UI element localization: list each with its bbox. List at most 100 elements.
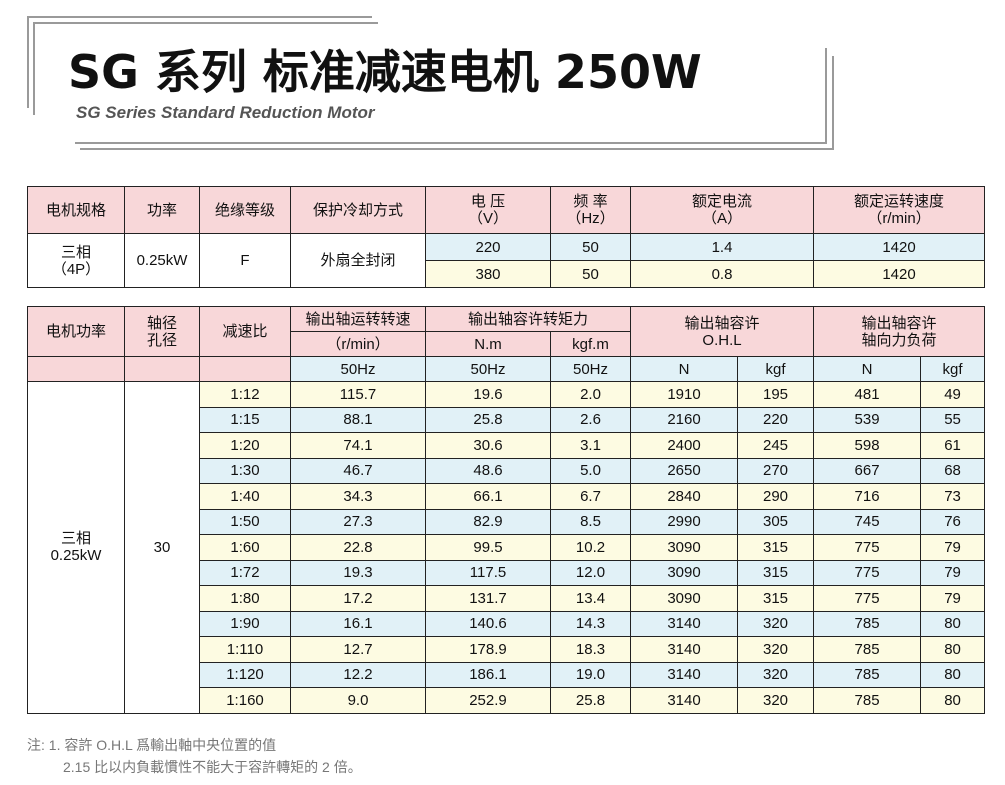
table-cell: 305 — [737, 508, 815, 535]
table-cell: 2840 — [630, 483, 739, 510]
table-cell: 140.6 — [425, 610, 551, 637]
table-cell: 3140 — [630, 610, 739, 637]
table-cell: 1:12 — [199, 381, 291, 408]
table-cell: 80 — [920, 687, 986, 714]
table-cell: 2650 — [630, 457, 739, 484]
table-cell: 79 — [920, 559, 986, 586]
table-row: 1:30 46.7 48.6 5.0 2650 270 667 68 — [28, 457, 986, 484]
table-cell: 315 — [737, 534, 815, 561]
table-cell: 775 — [813, 585, 922, 612]
table-cell: 785 — [813, 661, 922, 688]
table-cell: 3.1 — [549, 432, 632, 459]
table-cell: 88.1 — [290, 406, 426, 433]
table-cell: 115.7 — [290, 381, 426, 408]
table-cell: 1:80 — [199, 585, 291, 612]
table-row: 1:120 12.2 186.1 19.0 3140 320 785 80 — [28, 661, 986, 688]
note-1: 注: 1. 容許 O.H.L 爲輸出軸中央位置的值 — [27, 737, 277, 753]
table-cell: 315 — [737, 585, 815, 612]
table-cell: 2.6 — [549, 406, 632, 433]
table-cell: 66.1 — [425, 483, 551, 510]
subheader: 50Hz — [290, 356, 426, 382]
spec-header: 额定运转速度 （r/min） — [813, 186, 985, 234]
subheader: 50Hz — [549, 356, 632, 382]
subheader: kgf — [737, 356, 815, 382]
table-cell: 12.0 — [549, 559, 632, 586]
shaft-cell: 30 — [124, 381, 200, 714]
table-cell: 785 — [813, 610, 922, 637]
table-cell: 745 — [813, 508, 922, 535]
performance-table: 电机功率 轴径 孔径 减速比 输出轴运转转速 输出轴容许转矩力 输出轴容许 O.… — [27, 306, 986, 714]
table-cell: 178.9 — [425, 636, 551, 663]
table-row: 三相 0.25kW 30 1:12 115.7 19.6 2.0 1910 195 481 49 — [27, 381, 986, 714]
header-axial: 输出轴容许 轴向力负荷 — [813, 306, 986, 357]
notes: 注: 1. 容許 O.H.L 爲輸出軸中央位置的值 2.15 比以内負載慣性不能… — [27, 734, 362, 778]
header-nm: N.m — [425, 331, 551, 357]
table-cell: 1:72 — [199, 559, 291, 586]
table-cell: 716 — [813, 483, 922, 510]
table-cell: 76 — [920, 508, 986, 535]
table-cell: 82.9 — [425, 508, 551, 535]
spec-header: 额定电流 （A） — [630, 186, 814, 234]
table-cell: 220 — [737, 406, 815, 433]
table-cell: 775 — [813, 559, 922, 586]
header-ohl: 输出轴容许 O.H.L — [630, 306, 815, 357]
spec-cell: 三相 （4P） — [27, 233, 125, 288]
header-blank — [199, 356, 291, 382]
table-cell: 80 — [920, 610, 986, 637]
table-cell: 27.3 — [290, 508, 426, 535]
spec-header: 电 压 （V） — [425, 186, 551, 234]
header-ratio: 减速比 — [199, 306, 291, 357]
table-cell: 3140 — [630, 661, 739, 688]
page-title: SG 系列 标准减速电机 250W — [68, 45, 702, 99]
power-cell: 0.25kW — [124, 233, 200, 288]
table-cell: 1:15 — [199, 406, 291, 433]
table-cell: 785 — [813, 687, 922, 714]
table-cell: 2.0 — [549, 381, 632, 408]
table-cell: 3090 — [630, 559, 739, 586]
subheader: kgf — [920, 356, 986, 382]
table-cell: 320 — [737, 687, 815, 714]
table-cell: 55 — [920, 406, 986, 433]
table-cell: 79 — [920, 534, 986, 561]
table-cell: 1:60 — [199, 534, 291, 561]
table-cell: 1:160 — [199, 687, 291, 714]
subheader: N — [630, 356, 739, 382]
page-subtitle: SG Series Standard Reduction Motor — [76, 103, 375, 122]
table-cell: 320 — [737, 636, 815, 663]
table-cell: 19.0 — [549, 661, 632, 688]
header-blank — [124, 356, 200, 382]
spec-value: 220 — [425, 233, 551, 261]
table-cell: 320 — [737, 610, 815, 637]
subheader: 50Hz — [425, 356, 551, 382]
header-blank — [27, 356, 125, 382]
table-cell: 74.1 — [290, 432, 426, 459]
header-speed: 输出轴运转转速 — [290, 306, 426, 332]
motor-power-cell: 三相 0.25kW — [27, 381, 125, 714]
table-cell: 80 — [920, 661, 986, 688]
spec-header: 保护冷却方式 — [290, 186, 426, 234]
table-cell: 2160 — [630, 406, 739, 433]
table-cell: 12.7 — [290, 636, 426, 663]
table-cell: 320 — [737, 661, 815, 688]
spec-header: 频 率 （Hz） — [550, 186, 631, 234]
table-cell: 6.7 — [549, 483, 632, 510]
spec-header: 功率 — [124, 186, 200, 234]
table-cell: 3090 — [630, 585, 739, 612]
header-motor-power: 电机功率 — [27, 306, 125, 357]
table-row: 1:40 34.3 66.1 6.7 2840 290 716 73 — [28, 483, 986, 510]
table-cell: 79 — [920, 585, 986, 612]
table-cell: 785 — [813, 636, 922, 663]
table-cell: 10.2 — [549, 534, 632, 561]
table-cell: 17.2 — [290, 585, 426, 612]
spec-value: 380 — [425, 260, 551, 288]
table-row: 1:15 88.1 25.8 2.6 2160 220 539 55 — [28, 406, 986, 433]
spec-value: 1420 — [813, 233, 985, 261]
table-cell: 3090 — [630, 534, 739, 561]
table-cell: 19.3 — [290, 559, 426, 586]
table-cell: 25.8 — [549, 687, 632, 714]
table-cell: 1:90 — [199, 610, 291, 637]
table-cell: 99.5 — [425, 534, 551, 561]
spec-header: 电机规格 — [27, 186, 125, 234]
table-cell: 1:40 — [199, 483, 291, 510]
table-cell: 1:20 — [199, 432, 291, 459]
